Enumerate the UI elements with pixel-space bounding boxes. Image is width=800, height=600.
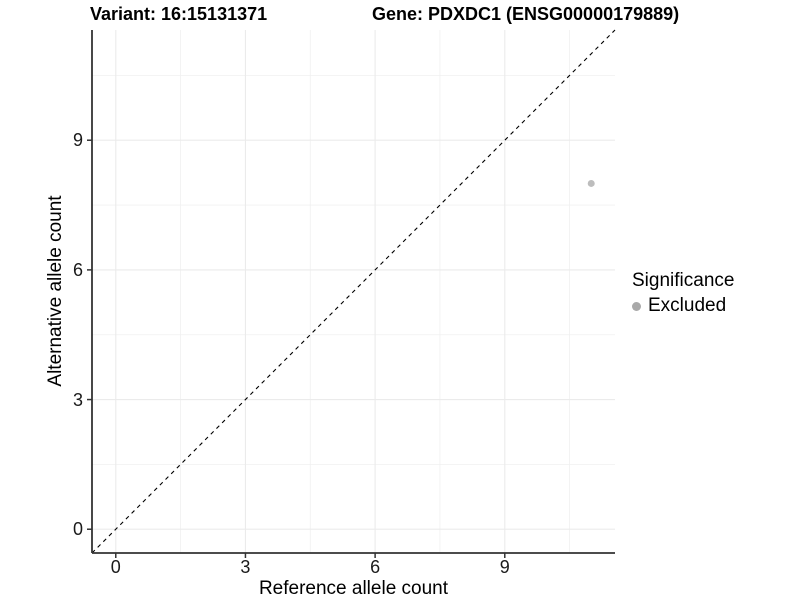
x-tick-label: 6	[370, 557, 381, 577]
x-tick-label: 0	[110, 557, 121, 577]
legend-title: Significance	[632, 270, 735, 291]
plot-title-gene: Gene: PDXDC1 (ENSG00000179889)	[372, 4, 680, 24]
legend: Significance Excluded	[632, 270, 734, 317]
legend-item-excluded: Excluded	[632, 295, 734, 317]
x-axis-title: Reference allele count	[258, 578, 449, 599]
x-tick-label: 3	[240, 557, 251, 577]
y-tick-label: 9	[72, 130, 83, 151]
plot-title-variant: Variant: 16:15131371	[90, 4, 268, 24]
y-axis-title: Alternative allele count	[45, 195, 66, 387]
legend-item-label: Excluded	[648, 295, 727, 316]
identity-reference-line	[91, 29, 616, 554]
data-point	[587, 179, 595, 187]
legend-point-icon	[632, 301, 641, 311]
x-tick-label: 9	[499, 557, 510, 577]
y-tick-label: 3	[72, 389, 83, 410]
y-tick-label: 0	[72, 519, 83, 540]
y-tick-label: 6	[72, 259, 83, 280]
